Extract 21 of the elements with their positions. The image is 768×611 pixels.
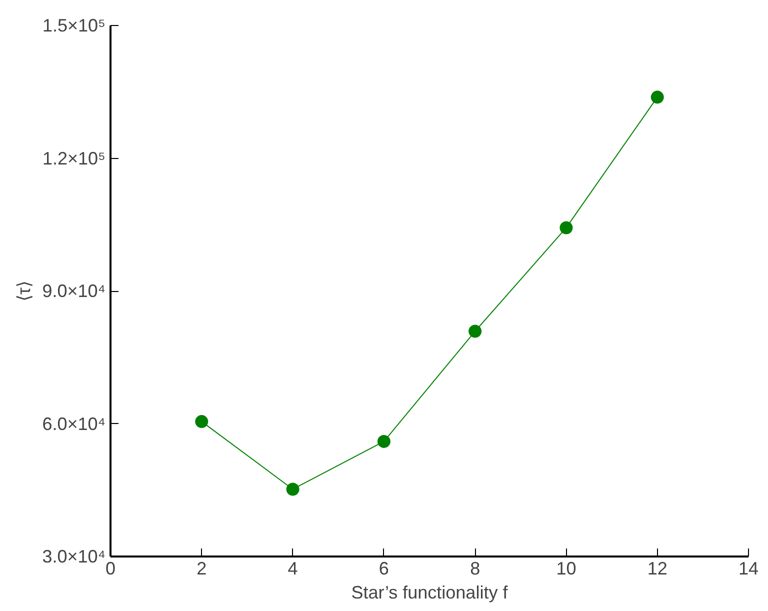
- point: [195, 415, 208, 428]
- x-tick-label: 12: [647, 558, 668, 578]
- x-tick-label: 0: [105, 558, 116, 578]
- x-axis-title: Star’s functionality f: [351, 582, 509, 602]
- y-tick-label: 9.0×10⁴: [42, 281, 106, 301]
- point: [468, 324, 482, 338]
- point: [377, 434, 390, 448]
- y-axis-title: ⟨τ⟩: [14, 280, 34, 302]
- x-tick-label: 2: [196, 558, 207, 578]
- y-tick-label: 3.0×10⁴: [42, 546, 106, 566]
- x-tick-label: 10: [556, 558, 576, 578]
- y-tick-label: 6.0×10⁴: [42, 414, 106, 434]
- x-tick-label: 4: [288, 558, 298, 578]
- point: [560, 221, 573, 234]
- y-tick-label: 1.2×10⁵: [42, 148, 106, 168]
- x-tick-label: 8: [470, 558, 480, 578]
- x-tick-label: 14: [738, 558, 759, 578]
- point: [286, 482, 300, 496]
- y-tick-label: 1.5×10⁵: [42, 16, 106, 36]
- x-tick-label: 6: [378, 558, 389, 578]
- point: [650, 90, 664, 104]
